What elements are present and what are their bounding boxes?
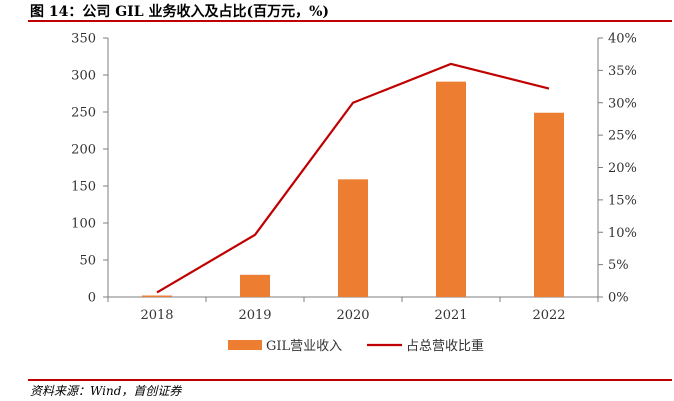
right-tick-label: 30% bbox=[608, 96, 637, 111]
bar bbox=[534, 112, 564, 298]
right-tick-label: 5% bbox=[608, 258, 629, 273]
left-tick-label: 350 bbox=[71, 32, 96, 47]
right-tick-label: 35% bbox=[608, 64, 637, 79]
right-tick-label: 20% bbox=[608, 161, 637, 176]
bar bbox=[240, 274, 270, 297]
x-tick-label: 2021 bbox=[434, 308, 467, 323]
right-tick-label: 15% bbox=[608, 193, 637, 208]
bar-series bbox=[142, 81, 564, 298]
right-tick-label: 40% bbox=[608, 32, 637, 47]
left-tick-label: 200 bbox=[71, 143, 96, 158]
left-tick-label: 50 bbox=[79, 254, 96, 269]
title-rule bbox=[28, 20, 672, 22]
legend-line-label: 占总营收比重 bbox=[406, 338, 484, 354]
bar bbox=[338, 179, 368, 297]
source-note: 资料来源：Wind，首创证券 bbox=[30, 384, 182, 398]
x-tick-label: 2019 bbox=[238, 308, 271, 323]
x-tick-label: 2020 bbox=[336, 308, 369, 323]
left-tick-label: 150 bbox=[71, 180, 96, 195]
bar bbox=[142, 295, 172, 297]
right-tick-label: 10% bbox=[608, 226, 637, 241]
line-series bbox=[156, 62, 550, 294]
legend-bar-label: GIL营业收入 bbox=[266, 339, 342, 354]
left-tick-label: 100 bbox=[71, 217, 96, 232]
left-tick-label: 300 bbox=[71, 69, 96, 84]
source-rule bbox=[28, 379, 672, 381]
right-tick-label: 25% bbox=[608, 129, 637, 144]
right-tick-label: 0% bbox=[608, 291, 629, 306]
x-tick-label: 2018 bbox=[140, 308, 173, 323]
axes-group: 0 50 100 150 200 250 300 350 0% 5% 10% 15% 20% 25% 30%… bbox=[71, 32, 637, 324]
legend: GIL营业收入 占总营收比重 bbox=[228, 338, 484, 354]
left-tick-label: 250 bbox=[71, 106, 96, 121]
x-tick-label: 2022 bbox=[532, 308, 565, 323]
figure-title: 图 14：公司 GIL 业务收入及占比(百万元，%) bbox=[30, 4, 330, 20]
legend-bar-swatch bbox=[228, 340, 262, 350]
left-tick-label: 0 bbox=[88, 291, 96, 306]
bar bbox=[436, 81, 466, 297]
